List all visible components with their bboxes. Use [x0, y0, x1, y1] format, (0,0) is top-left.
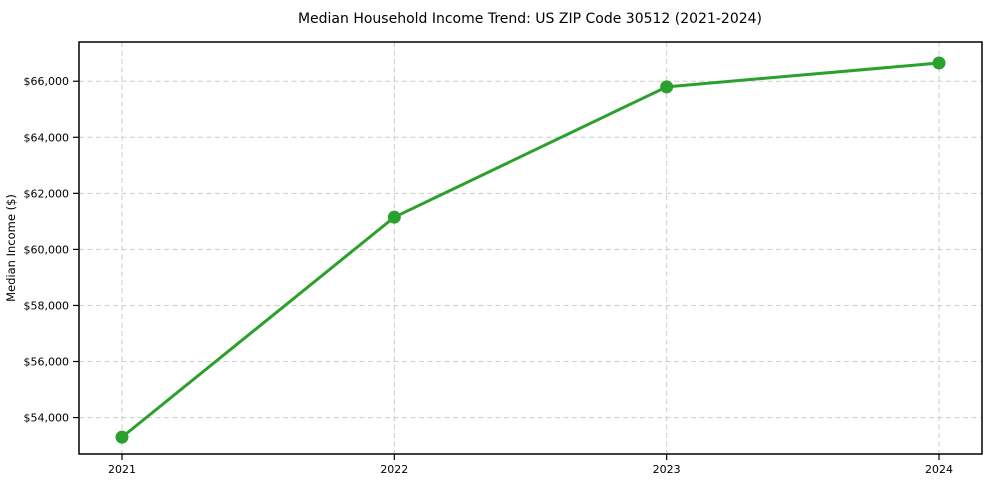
data-point-marker: [115, 430, 129, 444]
data-point-marker: [660, 80, 674, 94]
data-point-marker: [387, 210, 401, 224]
x-tick-label: 2023: [653, 463, 681, 476]
y-tick-label: $54,000: [24, 412, 70, 425]
y-tick-label: $64,000: [24, 131, 70, 144]
chart-title: Median Household Income Trend: US ZIP Co…: [298, 11, 762, 27]
x-tick-label: 2021: [108, 463, 136, 476]
y-axis-label: Median Income ($): [4, 194, 18, 302]
x-tick-label: 2024: [925, 463, 953, 476]
trend-line: [120, 61, 941, 439]
y-tick-label: $60,000: [24, 243, 70, 256]
plot-border: [78, 41, 983, 455]
x-tick-label: 2022: [380, 463, 408, 476]
plot-area: $54,000 $56,000 $58,000 $60,000 $62,000 $64,0…: [24, 41, 983, 476]
data-point-marker: [932, 56, 946, 70]
y-tick-label: $58,000: [24, 299, 70, 312]
y-tick-label: $62,000: [24, 187, 70, 200]
y-tick-label: $56,000: [24, 356, 70, 369]
y-tick-label: $66,000: [24, 75, 70, 88]
